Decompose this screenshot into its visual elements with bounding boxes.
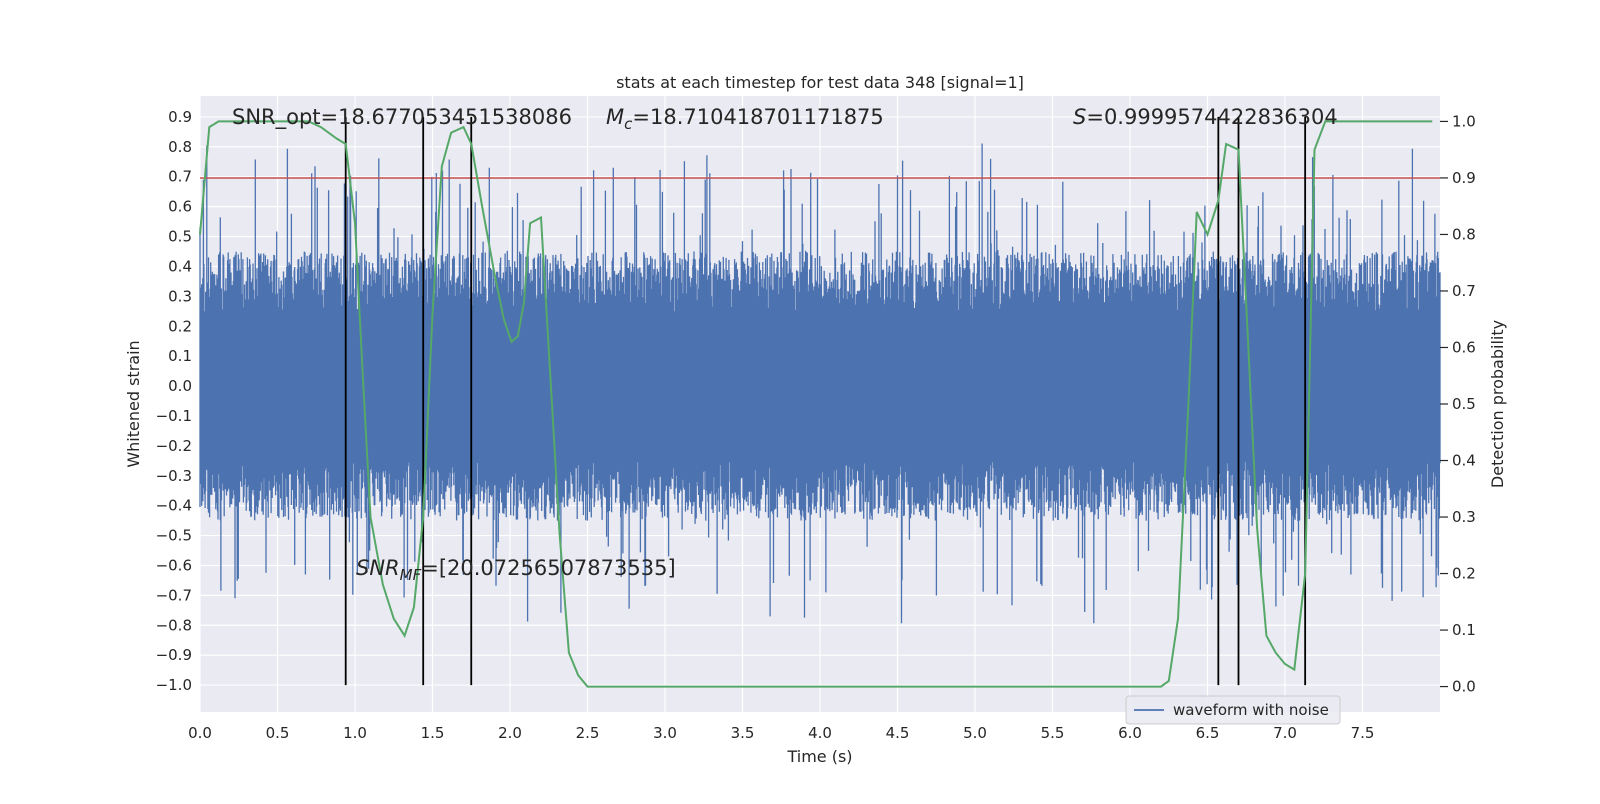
y-right-tick-label-3: 0.7 <box>1452 282 1476 300</box>
y-tick-label-3: 0.6 <box>168 198 192 216</box>
y-tick-label-7: 0.2 <box>168 317 192 335</box>
y-tick-label-9: 0.0 <box>168 377 192 395</box>
y-tick-label-11: −0.2 <box>156 437 192 455</box>
x-tick-label-13: 6.5 <box>1196 724 1220 742</box>
y-tick-label-19: −1.0 <box>156 676 192 694</box>
annotation-snr-mf-symbol: SNR <box>356 556 400 580</box>
y-tick-label-14: −0.5 <box>156 527 192 545</box>
annotation-s-symbol: S <box>1073 105 1086 129</box>
y-tick-label-15: −0.6 <box>156 556 192 574</box>
legend: waveform with noise <box>1125 695 1341 725</box>
legend-box <box>1125 695 1341 725</box>
y-tick-label-4: 0.5 <box>168 228 192 246</box>
annotation-s-stat: S=0.9999574422836304 <box>1073 105 1338 129</box>
y-right-tick-label-0: 1.0 <box>1452 112 1476 130</box>
x-tick-label-10: 5.0 <box>963 724 987 742</box>
y-tick-label-12: −0.3 <box>156 467 192 485</box>
x-tick-label-5: 2.5 <box>576 724 600 742</box>
x-tick-label-9: 4.5 <box>886 724 910 742</box>
y-tick-label-1: 0.8 <box>168 138 192 156</box>
waveform-series <box>199 143 1441 624</box>
series-line-detection-probability <box>199 120 1433 688</box>
y-tick-label-10: −0.1 <box>156 407 192 425</box>
y-tick-label-2: 0.7 <box>168 168 192 186</box>
annotation-snr-mf-value: =[20.07256507873535] <box>421 556 675 580</box>
x-axis-ticks: 0.0 0.5 1.0 1.5 2.0 2.5 3.0 3.5 4.0 4.5 5.0 5.5 6.0 6… <box>188 724 1374 742</box>
y-right-tick-label-5: 0.5 <box>1452 395 1476 413</box>
x-tick-label-0: 0.0 <box>188 724 212 742</box>
y-right-tick-label-8: 0.2 <box>1452 565 1476 583</box>
y-tick-label-16: −0.7 <box>156 586 192 604</box>
y-right-tick-label-7: 0.3 <box>1452 508 1476 526</box>
annotation-snr-mf: SNRMF=[20.07256507873535] <box>356 556 676 584</box>
waveform-line <box>199 143 1441 624</box>
y-right-axis-ticks: 1.0 0.9 0.8 0.7 0.6 0.5 0.4 0.3 0.2 0.1 0.0 <box>1440 112 1476 696</box>
y-tick-label-13: −0.4 <box>156 497 192 515</box>
x-tick-label-14: 7.0 <box>1273 724 1297 742</box>
y-axis-ticks: 0.9 0.8 0.7 0.6 0.5 0.4 0.3 0.2 0.1 0.0 −0.1 −0.2 −0… <box>156 108 192 694</box>
y-right-tick-label-4: 0.6 <box>1452 338 1476 356</box>
annotation-snr-opt: SNR_opt=18.677053451538086 <box>232 105 572 130</box>
y-right-axis-label: Detection probability <box>1488 320 1507 488</box>
x-tick-label-2: 1.0 <box>343 724 367 742</box>
annotation-chirp-mass-subscript: c <box>624 115 633 133</box>
legend-label-waveform: waveform with noise <box>1173 701 1329 719</box>
x-tick-label-3: 1.5 <box>421 724 445 742</box>
chart-title: stats at each timestep for test data 348… <box>616 73 1024 92</box>
x-tick-label-12: 6.0 <box>1118 724 1142 742</box>
y-tick-label-6: 0.3 <box>168 287 192 305</box>
y-tick-label-0: 0.9 <box>168 108 192 126</box>
y-right-tick-label-1: 0.9 <box>1452 169 1476 187</box>
x-tick-label-6: 3.0 <box>653 724 677 742</box>
annotation-chirp-mass-value: =18.710418701171875 <box>632 105 883 129</box>
y-tick-label-8: 0.1 <box>168 347 192 365</box>
y-right-tick-label-9: 0.1 <box>1452 621 1476 639</box>
y-right-tick-label-2: 0.8 <box>1452 225 1476 243</box>
annotation-snr-mf-subscript: MF <box>400 566 422 584</box>
y-tick-label-18: −0.9 <box>156 646 192 664</box>
x-tick-label-1: 0.5 <box>266 724 290 742</box>
x-tick-label-4: 2.0 <box>498 724 522 742</box>
x-tick-label-15: 7.5 <box>1351 724 1375 742</box>
x-tick-label-11: 5.5 <box>1041 724 1065 742</box>
vertical-markers <box>344 116 1307 686</box>
y-right-tick-label-10: 0.0 <box>1452 678 1476 696</box>
annotation-chirp-mass-symbol: M <box>606 105 624 129</box>
x-tick-label-8: 4.0 <box>808 724 832 742</box>
y-right-tick-label-6: 0.4 <box>1452 452 1476 470</box>
y-tick-label-17: −0.8 <box>156 616 192 634</box>
annotation-s-value: =0.9999574422836304 <box>1086 105 1337 129</box>
x-tick-label-7: 3.5 <box>731 724 755 742</box>
x-axis-label: Time (s) <box>786 747 852 766</box>
y-axis-label: Whitened strain <box>124 340 143 467</box>
y-tick-label-5: 0.4 <box>168 257 192 275</box>
annotation-chirp-mass: Mc=18.710418701171875 <box>606 105 884 133</box>
